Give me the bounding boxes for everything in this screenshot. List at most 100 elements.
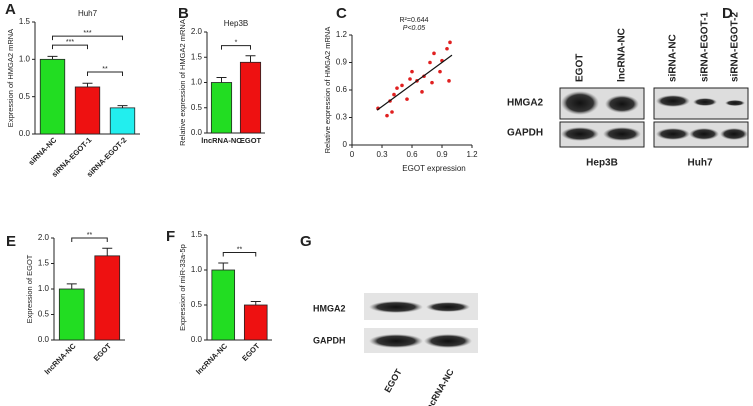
band <box>426 302 470 312</box>
x-tick-label: EGOT <box>240 341 262 363</box>
panel-letter: B <box>178 5 189 22</box>
bar <box>239 61 262 134</box>
y-tick-label: 0.6 <box>336 85 348 94</box>
x-tick-label: 0 <box>350 150 355 159</box>
band <box>725 100 745 106</box>
significance-bracket <box>52 44 88 50</box>
point <box>408 77 412 81</box>
x-tick-label: lncRNA-NC <box>201 136 242 145</box>
y-tick-label: 0.0 <box>38 335 50 344</box>
panel-letter: G <box>300 233 312 250</box>
stat-label: R²=0.644 <box>400 17 429 24</box>
band <box>369 301 423 313</box>
row-label: GAPDH <box>507 128 543 139</box>
panel-letter: E <box>6 233 16 250</box>
significance-bracket <box>71 237 108 242</box>
significance-label: *** <box>66 39 74 46</box>
band <box>561 127 599 141</box>
band <box>656 95 690 107</box>
error-bar <box>250 301 261 305</box>
y-tick-label: 0.5 <box>19 92 31 101</box>
bar <box>74 86 101 135</box>
group-label: Hep3B <box>586 158 618 169</box>
fit-line <box>376 54 453 111</box>
x-tick-label: 0.3 <box>376 150 388 159</box>
x-tick-label: EGOT <box>92 341 114 363</box>
point <box>420 90 424 94</box>
y-tick-label: 0.5 <box>191 103 203 112</box>
significance-label: * <box>235 39 238 46</box>
band <box>693 98 717 106</box>
group-label: Huh7 <box>688 158 713 169</box>
band <box>656 128 690 140</box>
y-tick-label: 1.0 <box>191 265 203 274</box>
y-tick-label: 1.0 <box>19 54 31 63</box>
y-tick-label: 2.0 <box>38 233 50 242</box>
band <box>720 128 748 140</box>
y-tick-label: 1.0 <box>38 284 50 293</box>
point <box>400 83 404 88</box>
x-tick-label: lncRNA-NC <box>194 341 229 376</box>
significance-label: ** <box>237 246 243 253</box>
band <box>561 91 599 115</box>
band <box>605 95 639 113</box>
bar <box>94 255 121 341</box>
lane-label: lncRNA-NC <box>617 28 628 82</box>
point <box>428 60 432 65</box>
lane-label: siRNA-EGOT-1 <box>700 12 711 82</box>
y-axis-label: Expression of miR-33a-5p <box>178 244 187 331</box>
bar <box>243 304 268 341</box>
point <box>392 92 396 97</box>
row-label: GAPDH <box>313 335 346 345</box>
bar <box>58 288 85 341</box>
y-tick-label: 0.0 <box>191 335 203 344</box>
lane-label: siRNA-NC <box>668 34 679 82</box>
error-bar <box>102 247 113 256</box>
y-tick-label: 0.0 <box>191 128 203 137</box>
significance-label: *** <box>83 30 91 37</box>
bar <box>39 58 66 135</box>
point <box>395 86 399 90</box>
band <box>369 334 423 348</box>
bar <box>109 107 136 135</box>
y-tick-label: 0.9 <box>336 58 348 67</box>
point <box>448 40 452 45</box>
significance-bracket <box>52 35 123 41</box>
y-axis-label: Expression of EGOT <box>25 254 34 323</box>
y-tick-label: 1.5 <box>19 17 31 26</box>
band <box>424 334 472 348</box>
panel-letter: C <box>336 5 347 22</box>
error-bar <box>82 82 93 87</box>
blot-d: HMGA2 GAPDH EGOT lncRNA-NC siRNA-NC siRN… <box>507 12 749 169</box>
y-tick-label: 1.5 <box>191 52 203 61</box>
significance-bracket <box>87 71 123 77</box>
band <box>689 128 719 140</box>
x-tick-label: 0.6 <box>406 150 418 159</box>
bar <box>211 269 236 341</box>
y-tick-label: 0.5 <box>38 310 50 319</box>
point <box>390 110 394 114</box>
y-axis-label: Relative expression of HMGA2 mRNA <box>323 27 332 154</box>
x-axis-label: EGOT expression <box>402 164 465 173</box>
error-bar <box>216 76 227 83</box>
y-tick-label: 0.3 <box>336 113 348 122</box>
error-bar <box>66 283 77 289</box>
point <box>410 69 414 74</box>
lane-label: lncRNA-NC <box>423 367 456 406</box>
point <box>445 46 449 51</box>
x-tick-label: 1.2 <box>466 150 478 159</box>
point <box>385 113 389 118</box>
significance-bracket <box>222 252 257 257</box>
y-tick-label: 1.0 <box>191 78 203 87</box>
bar <box>210 82 233 134</box>
x-tick-label: lncRNA-NC <box>43 341 78 376</box>
x-tick-label: siRNA-NC <box>27 135 59 167</box>
point <box>405 97 409 101</box>
y-axis-label: Relative expression of HMGA2 mRNA <box>178 19 187 146</box>
significance-label: ** <box>87 232 93 239</box>
chart-title: Huh7 <box>78 9 98 18</box>
band <box>603 127 641 141</box>
error-bar <box>245 55 256 63</box>
panel-letter: D <box>722 5 733 22</box>
